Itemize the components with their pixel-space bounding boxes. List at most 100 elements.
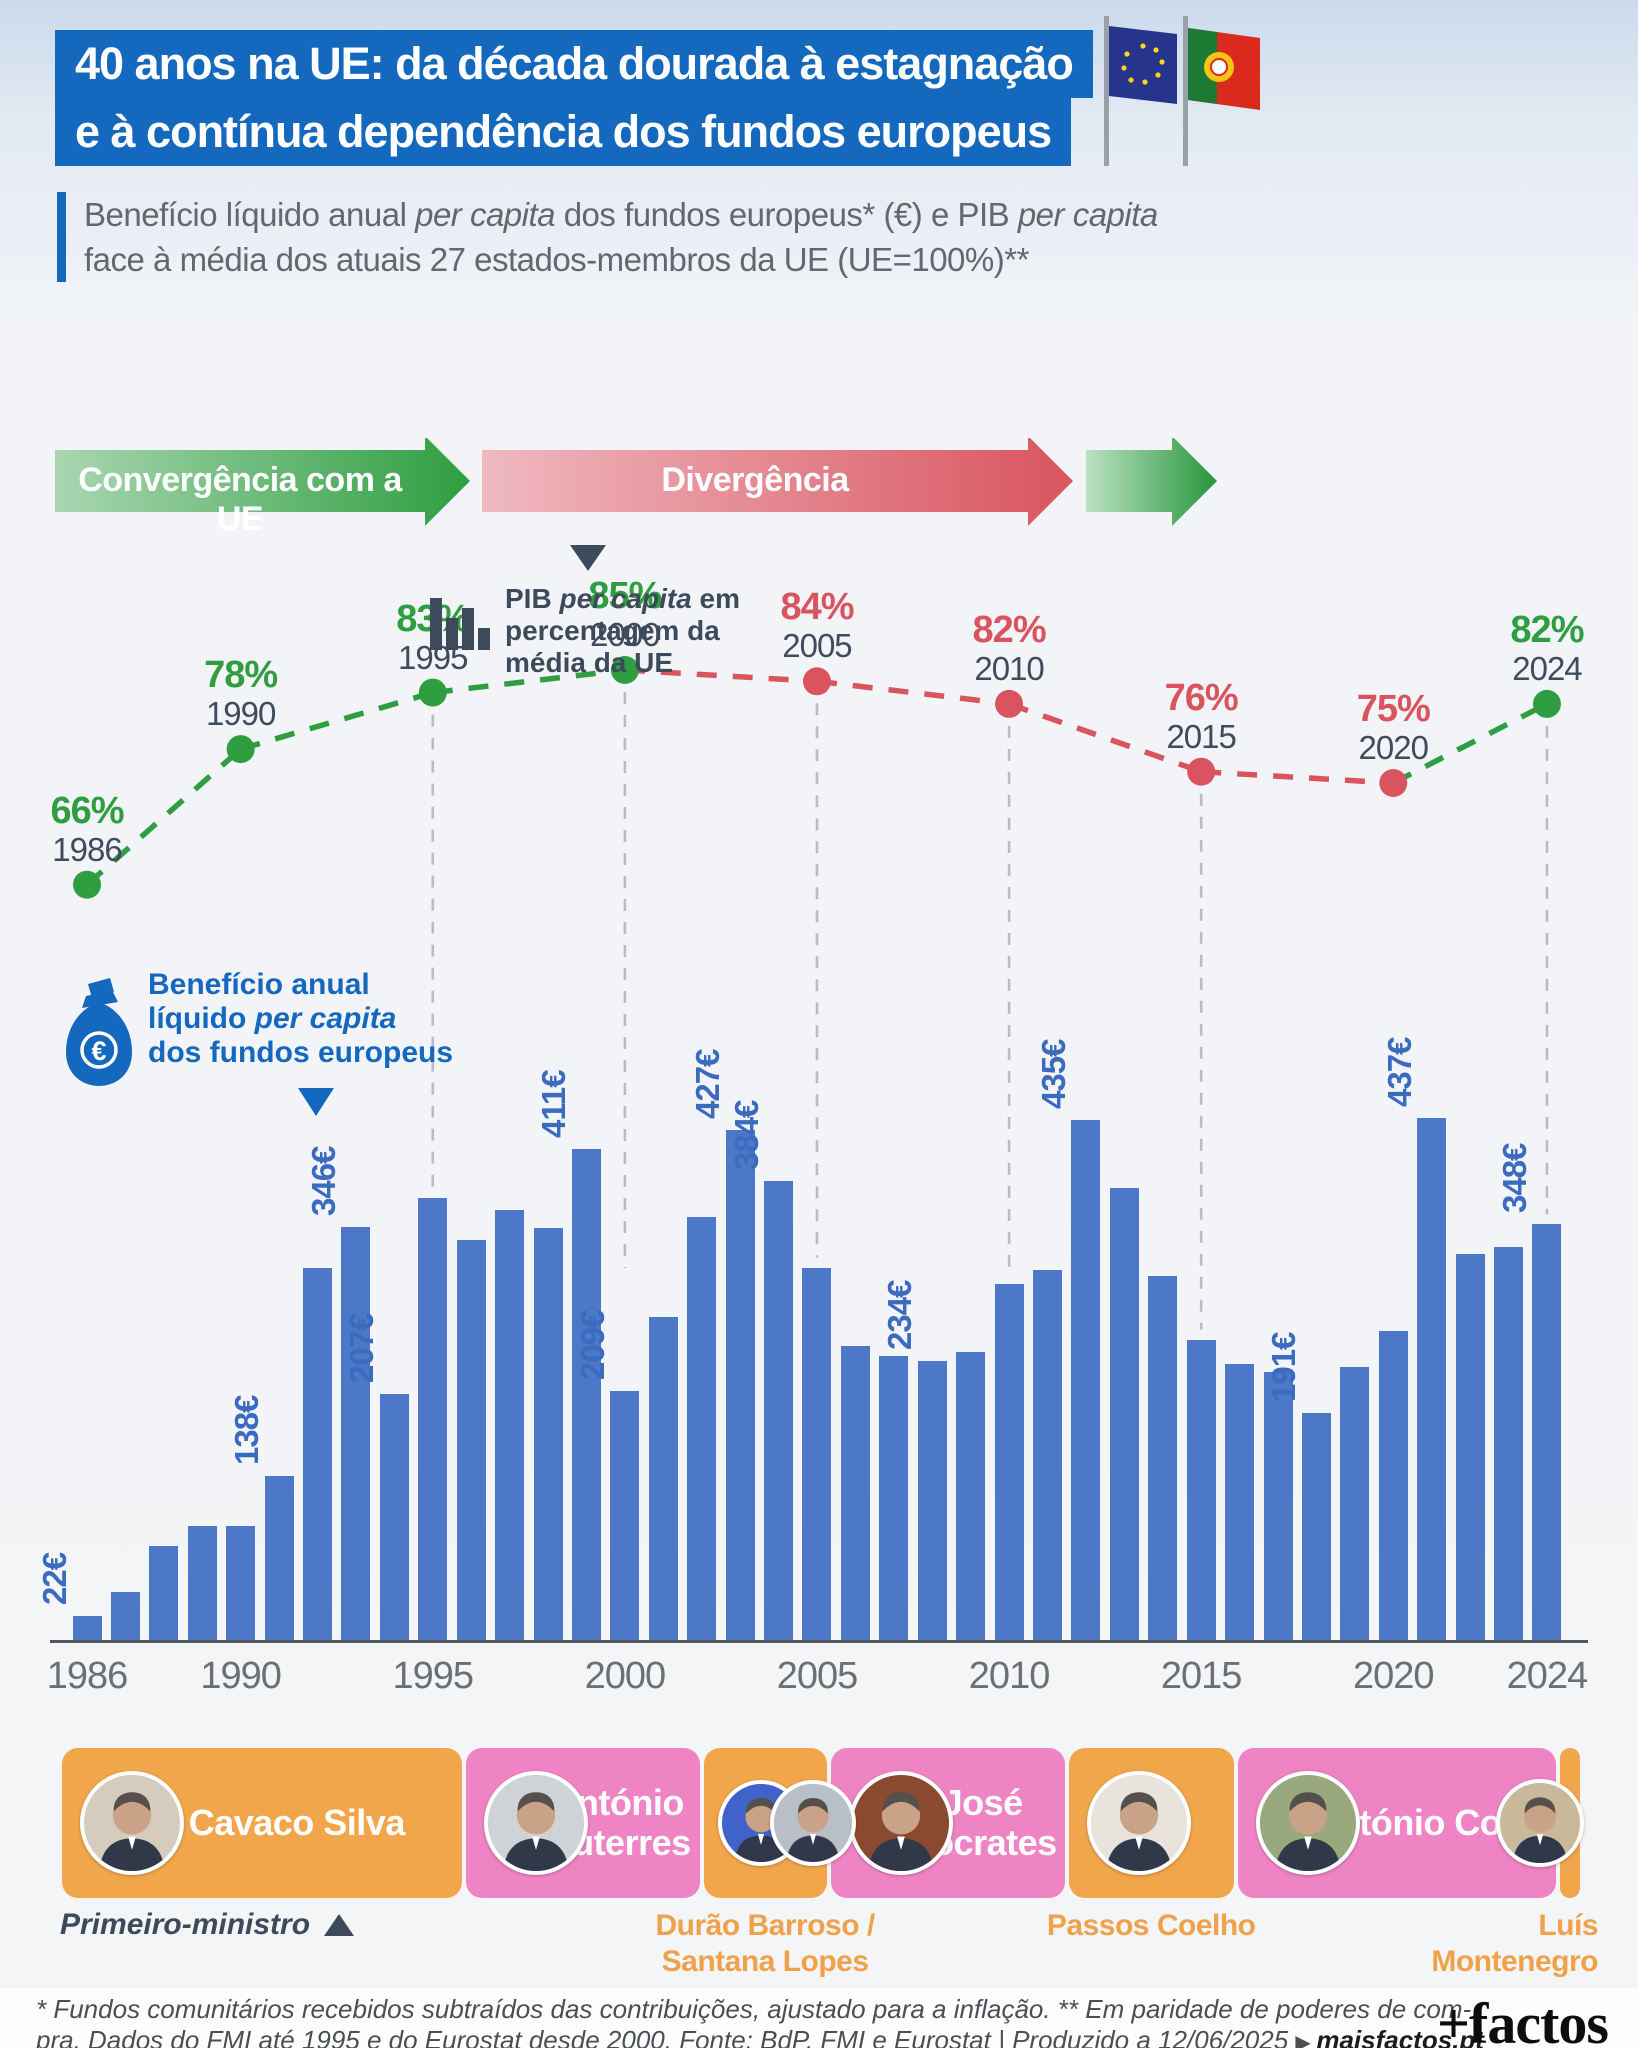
pm-below-line: Durão Barroso /	[655, 1909, 876, 1942]
bar-2006	[840, 1345, 870, 1642]
pib-point-2020	[1379, 769, 1408, 797]
bar-value-label-1994: 207€	[343, 1313, 381, 1383]
divergence-arrow	[482, 438, 1073, 526]
pib-line-segment-1995	[432, 667, 626, 696]
subtitle-line-1: Benefício líquido anual per capita dos f…	[84, 196, 1158, 233]
x-tick-1986: 1986	[46, 1655, 129, 1697]
bar-2015	[1186, 1339, 1216, 1642]
bar-2022	[1455, 1254, 1485, 1642]
pm-photo	[1500, 1783, 1580, 1863]
bar-1992	[303, 1267, 333, 1642]
bar-value-label-2024: 348€	[1495, 1143, 1533, 1214]
pm-below-line: Passos Coelho	[1046, 1909, 1256, 1942]
pib-point-2000	[610, 656, 639, 684]
chart-subtitle: Benefício líquido anual per capita dos f…	[57, 192, 1158, 282]
pib-value-label-2000: 85%	[588, 575, 662, 617]
pib-value-label-1986: 66%	[50, 789, 124, 832]
maisfactos-link[interactable]: maisfactos.pt	[1316, 2025, 1484, 2048]
reconvergence-arrow	[1086, 438, 1217, 526]
period-arrows	[55, 438, 1217, 526]
bar-2010	[994, 1284, 1024, 1642]
bar-value-label-2012: 435€	[1034, 1039, 1072, 1109]
bar-2018	[1301, 1412, 1331, 1642]
pib-value-label-2020: 75%	[1356, 688, 1431, 730]
bar-1997	[495, 1210, 525, 1642]
subtitle-line-2: face à média dos atuais 27 estados-membr…	[84, 241, 1029, 278]
bar-value-label-1993: 346€	[304, 1146, 342, 1216]
pib-year-label-2010: 2010	[974, 649, 1044, 687]
x-tick-2020: 2020	[1352, 1655, 1435, 1697]
footer-band	[0, 1988, 1638, 2048]
bar-1989	[187, 1525, 217, 1642]
bar-1986	[72, 1615, 102, 1642]
pm-name-0: Cavaco Silva	[62, 1748, 461, 1898]
bar-value-label-1999: 411€	[535, 1070, 573, 1138]
pib-value-label-2015: 76%	[1164, 676, 1239, 719]
bar-value-label-1991: 138€	[228, 1395, 266, 1466]
bar-1990	[226, 1525, 256, 1642]
money-bag-icon: €	[66, 978, 132, 1086]
bar-value-label-2003: 427€	[689, 1049, 727, 1119]
title-line-2: e à contínua dependência dos fundos euro…	[55, 98, 1072, 166]
pm-below-label-2: Durão Barroso / Santana Lopes	[605, 1908, 925, 1980]
bar-2020	[1378, 1331, 1408, 1642]
factos-logo: +factos	[1437, 1991, 1609, 2048]
pib-line-segment-2020	[1392, 701, 1549, 786]
svg-text:€: €	[91, 1036, 106, 1066]
portugal-flagpole	[1183, 16, 1188, 166]
bar-2000	[610, 1391, 640, 1642]
bar-2003	[725, 1129, 755, 1642]
timeline-axis-note-text: Primeiro-ministro	[60, 1908, 311, 1941]
bar-1996	[456, 1240, 486, 1642]
pib-value-label-2024: 82%	[1510, 608, 1584, 651]
bar-1993	[341, 1226, 371, 1642]
bar-2002	[687, 1217, 717, 1642]
bar-1998	[533, 1228, 563, 1642]
convergence-arrow-label: Convergência com a UE	[78, 461, 402, 538]
pm-below-line: Montenegro	[1431, 1945, 1598, 1978]
bar-1988	[149, 1546, 179, 1642]
bar-1995	[418, 1198, 448, 1642]
pib-point-2015	[1187, 757, 1216, 786]
pib-value-label-2010: 82%	[972, 608, 1047, 651]
portugal-flag	[1188, 28, 1260, 110]
pm-below-line: Santana Lopes	[661, 1945, 869, 1978]
pm-avatar-4-0	[1086, 1771, 1191, 1875]
pm-below-label-4: Passos Coelho	[991, 1908, 1311, 1944]
x-tick-2010: 2010	[968, 1655, 1051, 1697]
bar-2023	[1494, 1247, 1524, 1642]
pm-photo	[852, 1775, 949, 1871]
title-line-1: 40 anos na UE: da década dourada à estag…	[55, 30, 1093, 98]
pib-point-2010	[995, 689, 1024, 718]
x-tick-2015: 2015	[1160, 1655, 1243, 1697]
x-axis-line	[50, 1640, 1588, 1643]
pm-photo	[1090, 1775, 1187, 1871]
pm-name-line: José	[942, 1782, 1024, 1823]
bar-1991	[264, 1476, 294, 1642]
pm-avatar-5-0	[1255, 1771, 1360, 1875]
bar-2001	[648, 1316, 678, 1642]
bar-2017	[1263, 1372, 1293, 1642]
pib-value-label-1990: 78%	[204, 654, 278, 697]
pib-line-segment-2000	[624, 667, 818, 685]
pm-below-line: Luís	[1538, 1909, 1598, 1942]
bar-2009	[956, 1351, 986, 1642]
pib-point-2005	[802, 667, 831, 696]
pib-line-segment-2015	[1201, 768, 1394, 786]
triangle-up-icon	[324, 1914, 355, 1936]
pib-value-label-2005: 84%	[780, 586, 854, 629]
bar-2007	[879, 1356, 909, 1642]
convergence-arrow	[55, 438, 470, 526]
bar-value-label-2008: 234€	[881, 1280, 919, 1351]
bar-value-label-2004: 384€	[727, 1100, 765, 1171]
bar-1987	[110, 1591, 140, 1642]
footer-notes: * Fundos comunitários recebidos subtraíd…	[36, 1994, 1484, 2048]
bar-chart-icon	[430, 598, 490, 650]
pib-year-label-1990: 1990	[205, 695, 276, 733]
x-tick-2024: 2024	[1506, 1655, 1589, 1697]
bar-2004	[764, 1181, 794, 1642]
pib-year-label-2020: 2020	[1358, 729, 1429, 766]
pm-avatar-2-1	[769, 1780, 856, 1866]
pm-avatar-0-0	[80, 1771, 185, 1875]
